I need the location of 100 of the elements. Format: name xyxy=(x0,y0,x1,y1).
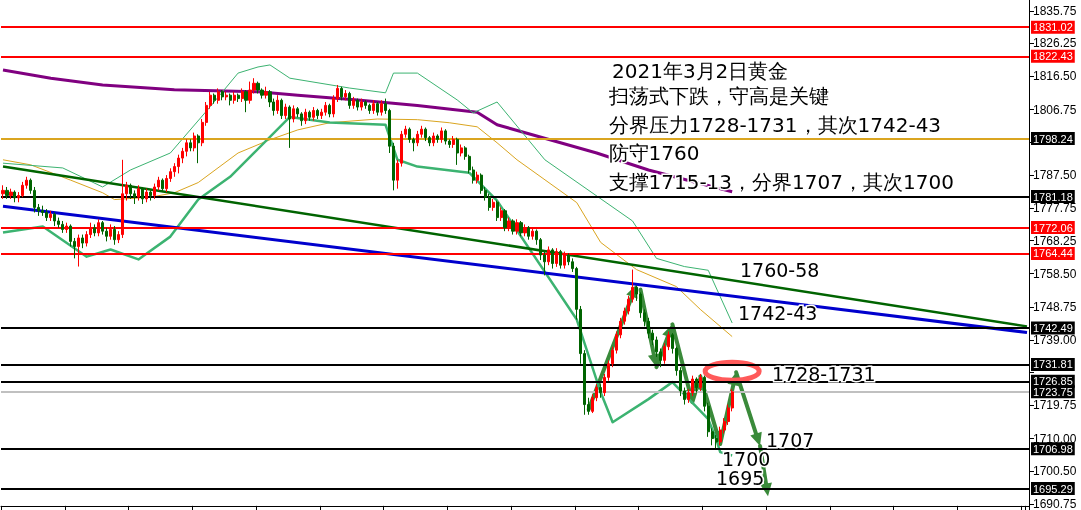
candlestick xyxy=(352,96,355,110)
candlestick xyxy=(496,200,499,222)
ref-line-label: 1726.85 xyxy=(1033,375,1073,388)
y-tick-label: 1835.75 xyxy=(1033,4,1077,19)
candlestick xyxy=(300,111,303,127)
candlestick xyxy=(344,89,347,101)
candlestick xyxy=(519,220,523,237)
candlestick xyxy=(364,99,367,110)
y-tick-label: 1816.50 xyxy=(1033,69,1077,84)
candlestick xyxy=(5,186,9,200)
candlestick xyxy=(328,103,331,118)
candlestick xyxy=(193,132,196,152)
candlestick xyxy=(511,218,515,236)
candlestick xyxy=(348,91,351,110)
candlestick xyxy=(197,133,200,164)
annotation: 1742-43 xyxy=(738,302,818,324)
candlestick xyxy=(233,91,236,105)
candlestick xyxy=(356,98,359,111)
candlestick xyxy=(229,92,232,106)
candlestick xyxy=(53,211,56,227)
ref-line-label: 1731.81 xyxy=(1033,358,1073,371)
ref-line-label: 1706.98 xyxy=(1033,442,1073,455)
candlestick xyxy=(500,206,503,222)
candlestick xyxy=(13,189,16,203)
candlestick xyxy=(452,135,455,149)
ref-line-label: 1764.44 xyxy=(1033,247,1073,260)
annotation: 1695 xyxy=(716,467,765,489)
candlestick xyxy=(316,108,319,120)
candlestick xyxy=(288,104,291,149)
ref-line-label: 1822.43 xyxy=(1033,50,1073,63)
candlestick xyxy=(161,177,164,193)
y-tick-label: 1787.50 xyxy=(1033,168,1077,183)
candlestick xyxy=(424,126,427,142)
candlestick xyxy=(699,373,702,392)
candlestick xyxy=(93,223,96,237)
annotation: 1760-58 xyxy=(740,259,820,281)
candlestick xyxy=(432,132,435,147)
candlestick xyxy=(515,218,519,236)
annotation: 防守1760 xyxy=(608,141,700,165)
candlestick xyxy=(137,184,140,202)
candlestick xyxy=(264,86,268,100)
candlestick xyxy=(221,89,224,101)
ref-line-label: 1831.02 xyxy=(1033,21,1073,34)
text: 2021年3月2日黄金 xyxy=(612,59,789,83)
candlestick xyxy=(304,108,307,125)
candlestick xyxy=(340,86,343,101)
candlestick xyxy=(324,101,327,117)
y-tick-label: 1739.00 xyxy=(1033,332,1077,347)
candlestick xyxy=(695,376,698,394)
ref-line-label: 1798.24 xyxy=(1033,132,1073,145)
candlestick xyxy=(440,126,443,144)
candlestick xyxy=(380,99,383,117)
candlestick xyxy=(551,247,554,270)
candlestick xyxy=(149,189,152,202)
candlestick xyxy=(292,104,295,123)
candlestick xyxy=(45,208,48,222)
ref-line-label: 1772.06 xyxy=(1033,221,1073,234)
y-tick-label: 1826.25 xyxy=(1033,36,1077,51)
ref-line-label: 1781.18 xyxy=(1033,190,1073,203)
annotation: 1707 xyxy=(766,429,815,451)
y-tick-label: 1748.75 xyxy=(1033,299,1077,314)
y-tick-label: 1758.50 xyxy=(1033,266,1077,281)
candlestick xyxy=(476,171,479,185)
candlestick xyxy=(444,128,447,145)
candlestick xyxy=(49,210,52,222)
y-tick-label: 1700.50 xyxy=(1033,463,1077,478)
y-tick-label: 1777.75 xyxy=(1033,201,1077,216)
y-tick-label: 1806.75 xyxy=(1033,102,1077,117)
candlestick xyxy=(145,188,148,203)
candlestick xyxy=(9,188,13,200)
y-tick-label: 1719.75 xyxy=(1033,398,1077,413)
ref-line-label: 1723.75 xyxy=(1033,385,1073,398)
candlestick xyxy=(368,103,371,115)
candlestick xyxy=(436,133,439,144)
candlestick xyxy=(225,91,228,101)
candlestick xyxy=(376,101,379,117)
candlestick xyxy=(280,98,283,120)
candlestick xyxy=(523,223,527,237)
candlestick xyxy=(41,205,44,217)
ref-line-label: 1695.29 xyxy=(1033,482,1073,495)
candlestick xyxy=(456,137,459,166)
annotation: 分界压力1728-1731，其次1742-43 xyxy=(608,112,942,137)
candlestick xyxy=(113,225,116,246)
candlestick xyxy=(276,94,279,115)
candlestick xyxy=(213,92,216,105)
candlestick xyxy=(237,92,240,103)
candlestick xyxy=(189,138,192,152)
annotation: 1728-1731 xyxy=(772,363,876,385)
candlestick xyxy=(372,99,375,115)
y-tick-label: 1768.25 xyxy=(1033,233,1077,248)
candlestick xyxy=(217,87,220,105)
candlestick xyxy=(81,234,84,249)
candlestick xyxy=(244,89,248,113)
candlestick xyxy=(248,81,252,105)
candlestick xyxy=(1,184,5,200)
candlestick xyxy=(21,181,24,198)
candlestick xyxy=(308,109,311,122)
candlestick xyxy=(360,98,363,111)
candlestick xyxy=(241,87,244,103)
candlestick xyxy=(527,225,530,241)
